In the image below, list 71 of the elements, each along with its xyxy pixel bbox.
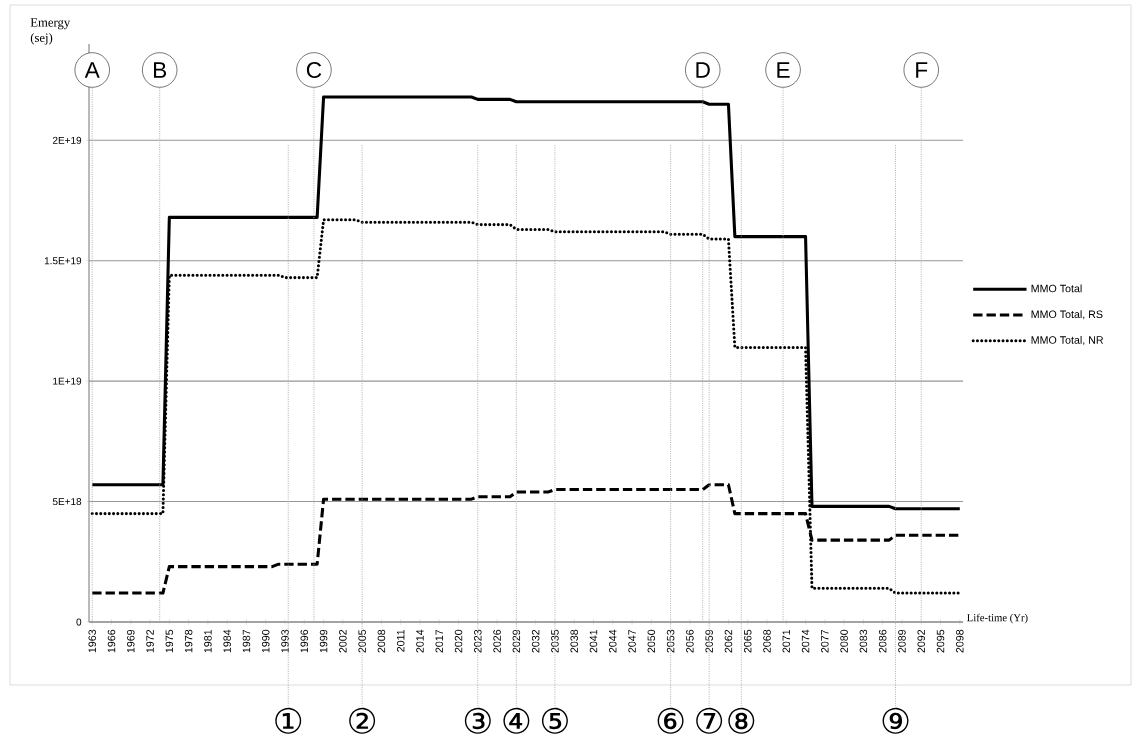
y-tick-label: 2E+19 — [52, 136, 82, 144]
x-tick-label: 2002 — [339, 629, 347, 653]
x-tick-label: 1987 — [242, 629, 251, 653]
ref-line-label: ⑦ — [696, 707, 723, 734]
ref-line-label: C — [306, 61, 322, 79]
ref-line-label: ⑥ — [657, 707, 684, 734]
ref-line-label: ③ — [464, 707, 491, 734]
ref-line-label: E — [777, 62, 790, 78]
x-tick-label: 2005 — [358, 629, 366, 653]
ref-line-label: A — [84, 62, 100, 78]
x-tick-label: 1969 — [127, 629, 135, 653]
x-tick-label: 2032 — [531, 629, 540, 653]
x-tick-label: 1975 — [165, 629, 174, 653]
x-tick-label: 2047 — [628, 629, 636, 653]
y-tick-label: 1E+19 — [53, 377, 82, 385]
x-tick-label: 2086 — [878, 629, 887, 653]
x-tick-label: 1996 — [300, 629, 309, 653]
x-tick-label: 1981 — [204, 629, 212, 653]
text: MMO Total, RS — [1031, 310, 1103, 320]
x-tick-label: 1978 — [184, 629, 193, 653]
x-tick-label: 1963 — [88, 629, 96, 653]
text: MMO Total, NR — [1031, 335, 1104, 346]
x-tick-label: 2014 — [416, 629, 424, 653]
ref-line-label: ② — [349, 707, 376, 734]
x-tick-label: 2095 — [936, 629, 945, 653]
x-tick-label: 2008 — [377, 629, 386, 653]
y-tick-label: 1.5E+19 — [44, 257, 82, 265]
x-tick-label: 2041 — [589, 629, 598, 653]
x-tick-label: 2017 — [435, 629, 444, 653]
x-tick-label: 1999 — [319, 629, 328, 653]
ref-line-label: ⑤ — [541, 707, 568, 734]
ref-line-label: ⑧ — [728, 707, 755, 734]
ref-line-label: ④ — [503, 707, 530, 734]
x-tick-label: 2056 — [686, 629, 694, 653]
x-tick-label: 2020 — [454, 629, 463, 653]
x-tick-label: 2011 — [396, 629, 405, 652]
x-tick-label: 2074 — [801, 629, 810, 653]
x-tick-label: 2062 — [724, 629, 733, 653]
x-tick-label: 2023 — [474, 629, 482, 653]
x-tick-label: 2026 — [493, 629, 501, 653]
ref-line-label: ① — [275, 707, 302, 734]
x-tick-label: 2068 — [763, 629, 771, 653]
x-tick-label: 2077 — [821, 629, 829, 653]
x-axis-title: Life-time (Yr) — [967, 613, 1028, 624]
x-tick-label: 2044 — [608, 629, 617, 653]
x-tick-label: 2029 — [512, 629, 521, 653]
x-tick-label: 1984 — [223, 629, 231, 653]
x-tick-label: 2080 — [840, 629, 848, 653]
x-tick-label: 2098 — [956, 629, 964, 653]
ref-line-label: D — [696, 62, 710, 78]
x-tick-label: 2053 — [666, 629, 675, 653]
x-tick-label: 1993 — [281, 629, 289, 653]
y-tick-label: 5E+18 — [52, 498, 82, 506]
ref-line-label: ⑨ — [882, 707, 909, 734]
x-tick-label: 2059 — [705, 629, 713, 653]
x-tick-label: 2038 — [570, 629, 578, 653]
x-tick-label: 2092 — [917, 629, 926, 653]
x-tick-label: 1966 — [107, 629, 116, 653]
y-tick-label: 0 — [76, 618, 82, 626]
x-tick-label: 2071 — [782, 629, 791, 653]
x-tick-label: 2035 — [551, 629, 559, 653]
x-tick-label: 1972 — [146, 629, 154, 653]
y-axis-title: Emergy (sej) — [30, 18, 71, 45]
ref-line-label: B — [154, 62, 167, 78]
x-tick-label: 1990 — [261, 629, 270, 653]
text: MMO Total — [1031, 284, 1082, 293]
x-tick-label: 2083 — [859, 629, 868, 653]
ref-line-label: F — [916, 62, 928, 78]
x-tick-label: 2050 — [647, 629, 656, 653]
x-tick-label: 2089 — [898, 629, 906, 653]
x-tick-label: 2065 — [743, 629, 752, 653]
